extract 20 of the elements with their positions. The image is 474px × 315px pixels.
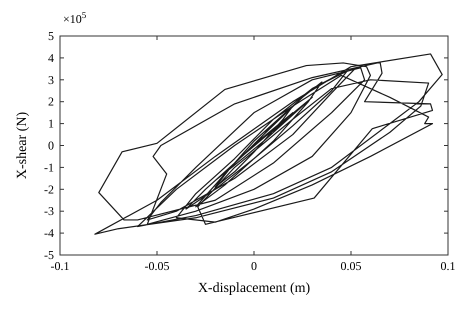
y-tick-label: 5 (48, 29, 54, 43)
y-tick-label: -5 (44, 248, 54, 262)
x-axis-title: X-displacement (m) (198, 281, 311, 296)
y-tick-label: 2 (48, 94, 54, 109)
y-tick-label: 1 (48, 116, 54, 131)
x-tick-label: 0 (251, 259, 257, 273)
y-tick-label: -2 (44, 182, 54, 196)
y-tick-label: 3 (48, 72, 54, 87)
x-tick-label: -0.05 (144, 259, 170, 273)
x-tick-label: 0.05 (340, 259, 362, 273)
x-tick-label: -0.1 (50, 259, 70, 273)
text: ×10$^{5}$ (63, 10, 87, 26)
y-tick-label: 4 (48, 50, 54, 65)
x-tick-label: 0.1 (440, 259, 456, 273)
y-tick-label: -3 (44, 204, 54, 218)
line-series (94, 53, 443, 235)
y-axis-title: X-shear (N) (15, 112, 30, 180)
y-tick-label: -4 (44, 226, 54, 240)
y-tick-label: 0 (48, 138, 54, 152)
y-tick-label: -1 (44, 160, 54, 174)
